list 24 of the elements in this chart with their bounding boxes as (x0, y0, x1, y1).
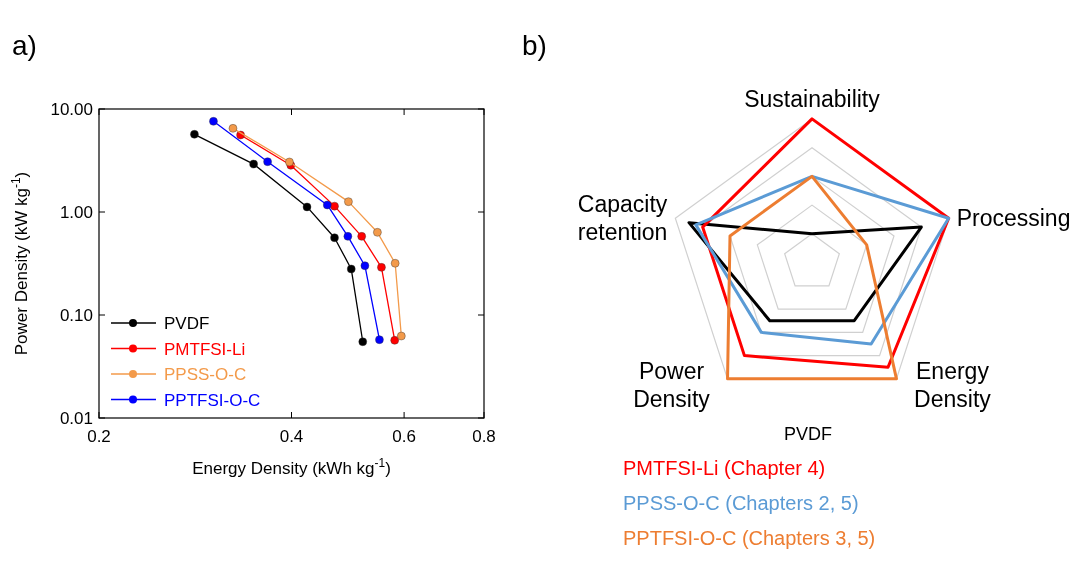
spoke-label: Energy Density (914, 357, 992, 412)
x-tick-label: 0.2 (87, 427, 111, 446)
legend-label: PPTFSI-O-C (164, 390, 261, 410)
spoke-label: Sustainability (744, 85, 881, 112)
text: PPTFSI-O-C (Chapters 3, 5) (623, 527, 876, 549)
text: PMTFSI-Li (Chapter 4) (623, 457, 826, 479)
spoke-label: Power Density (633, 357, 711, 412)
x-axis-title: Energy Density (kWh kg$^{-1}$) (192, 456, 391, 478)
text: PPSS-O-C (Chapters 2, 5) (623, 492, 859, 514)
chart-title: a) (12, 30, 37, 61)
y-tick-label: 10.00 (50, 100, 93, 119)
y-tick-label: 0.10 (59, 306, 93, 325)
y-tick-label: 0.01 (59, 409, 93, 428)
legend-label: PMTFSI-Li (164, 339, 246, 359)
legend-label: PPSS-O-C (164, 365, 247, 384)
spoke-label: Processing (956, 205, 1071, 232)
x-tick-label: 0.6 (392, 427, 416, 446)
spoke-label: Capacity retention (577, 191, 668, 246)
y-tick-label: 1.00 (59, 203, 93, 222)
text: PVDF (783, 424, 833, 444)
x-tick-label: 0.8 (472, 427, 496, 446)
chart-title: b) (522, 30, 547, 61)
x-tick-label: 0.4 (279, 427, 304, 446)
legend-label: PVDF (164, 314, 210, 333)
